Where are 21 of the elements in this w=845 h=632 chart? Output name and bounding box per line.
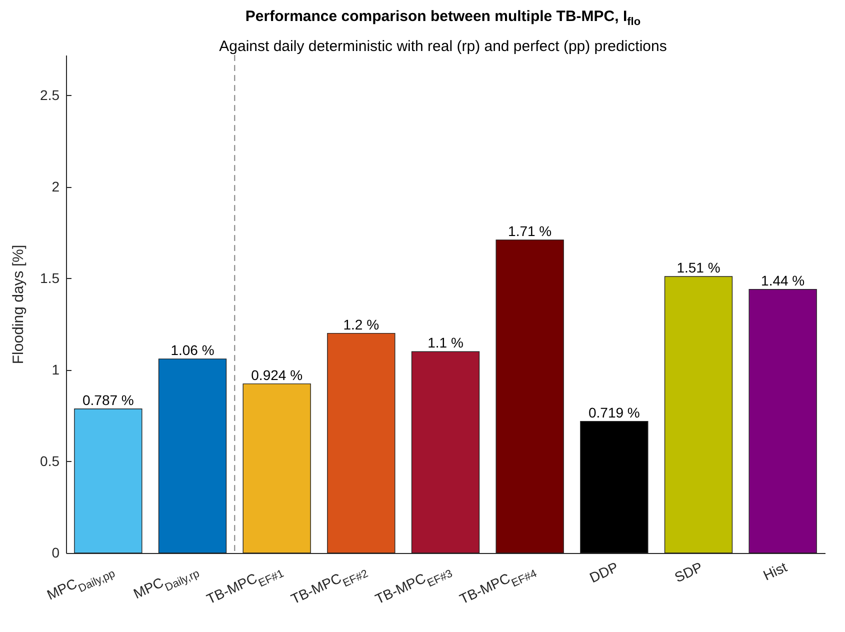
chart-subtitle: Against daily deterministic with real (rp) and perfect (pp) predictions [218,38,668,55]
x-tick-label: DDP [587,558,621,586]
data-label: 1.51 % [676,260,720,276]
y-tick-label: 1.5 [40,270,60,286]
y-tick-label: 0 [52,544,60,560]
data-label: 0.719 % [588,404,640,420]
x-tick-label: Hist [760,558,790,584]
data-label: 1.71 % [508,222,552,239]
y-tick-label: 2.5 [40,86,60,103]
y-tick-label: 0.5 [40,452,60,469]
data-label: 1.2 % [343,316,380,332]
data-label: 0.787 % [82,392,134,408]
y-tick-label: 2 [52,178,60,194]
data-label: 1.1 % [428,334,464,351]
chart-title: Performance comparison between multiple TB-MPC, I$_{flo}$ [244,8,642,28]
data-label: 1.06 % [170,342,214,358]
data-label: 1.44 % [761,272,805,288]
x-tick-label: SDP [672,558,705,586]
y-axis-title: Flooding days [%] [10,244,28,364]
data-label: 0.924 % [251,366,303,383]
y-tick-label: 1 [52,361,60,378]
